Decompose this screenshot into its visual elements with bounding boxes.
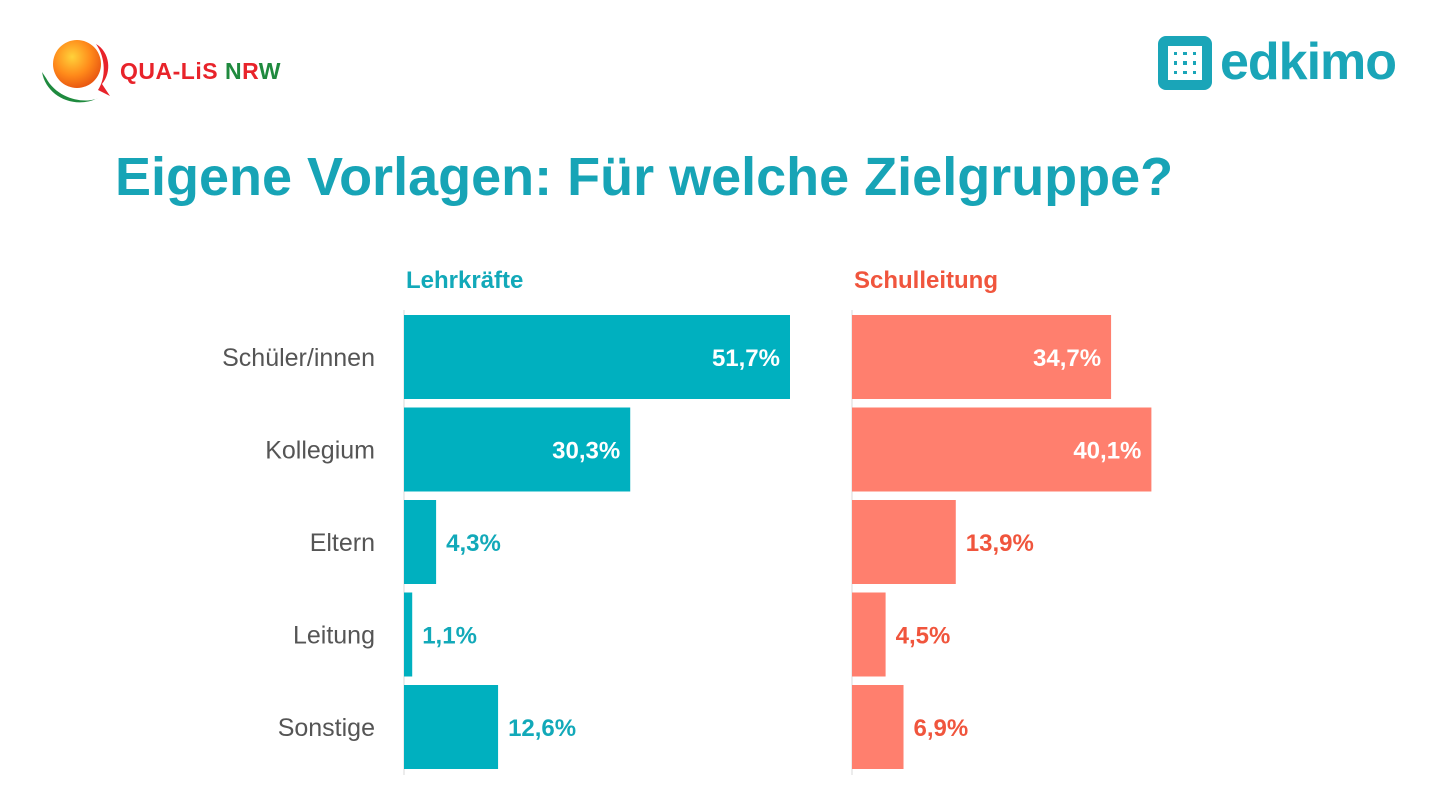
data-label-lehrkraefte-5: 12,6% xyxy=(508,715,576,742)
data-label-schulleitung-2: 40,1% xyxy=(1073,438,1141,465)
data-label-schulleitung-4: 4,5% xyxy=(896,623,951,650)
category-label-4: Leitung xyxy=(293,622,375,650)
bar-lehrkraefte-2 xyxy=(404,407,631,492)
data-label-lehrkraefte-3: 4,3% xyxy=(446,530,501,557)
qualis-text-part-4: W xyxy=(258,58,281,84)
bar-lehrkraefte-4 xyxy=(404,592,413,677)
category-label-2: Kollegium xyxy=(265,437,375,465)
category-label-1: Schüler/innen xyxy=(222,344,375,372)
bar-schulleitung-3 xyxy=(852,500,956,584)
bar-lehrkraefte-1 xyxy=(404,315,790,399)
qualis-text-part-1: QUA-LiS xyxy=(120,58,225,84)
qualis-logo-text: QUA-LiS NRW xyxy=(120,58,281,85)
data-label-lehrkraefte-2: 30,3% xyxy=(552,438,620,465)
data-label-schulleitung-1: 34,7% xyxy=(1033,345,1101,372)
edkimo-logo: edkimo xyxy=(1158,33,1408,96)
qualis-text-part-2: N xyxy=(224,58,243,84)
qualis-logo-mark xyxy=(42,40,110,103)
bar-schulleitung-4 xyxy=(852,592,886,677)
data-label-lehrkraefte-4: 1,1% xyxy=(422,623,477,650)
chart-title-schulleitung: Schulleitung xyxy=(854,267,998,294)
bar-lehrkraefte-5 xyxy=(404,685,499,769)
bar-schulleitung-2 xyxy=(852,407,1152,492)
category-label-5: Sonstige xyxy=(278,714,375,742)
data-label-lehrkraefte-1: 51,7% xyxy=(712,345,780,372)
bar-schulleitung-5 xyxy=(852,685,904,769)
edkimo-logo-text: edkimo xyxy=(1220,33,1397,91)
bar-lehrkraefte-3 xyxy=(404,500,437,584)
chart-title-lehrkraefte: Lehrkräfte xyxy=(406,267,523,294)
qualis-logo: QUA-LiS NRW xyxy=(40,38,310,110)
qualis-text-part-3: R xyxy=(242,58,259,84)
page-title: Eigene Vorlagen: Für welche Zielgruppe? xyxy=(115,147,1174,207)
data-label-schulleitung-5: 6,9% xyxy=(914,715,969,742)
data-label-schulleitung-3: 13,9% xyxy=(966,530,1034,557)
category-label-3: Eltern xyxy=(310,529,375,557)
bar-schulleitung-1 xyxy=(852,315,1112,399)
edkimo-logo-icon xyxy=(1158,36,1212,90)
